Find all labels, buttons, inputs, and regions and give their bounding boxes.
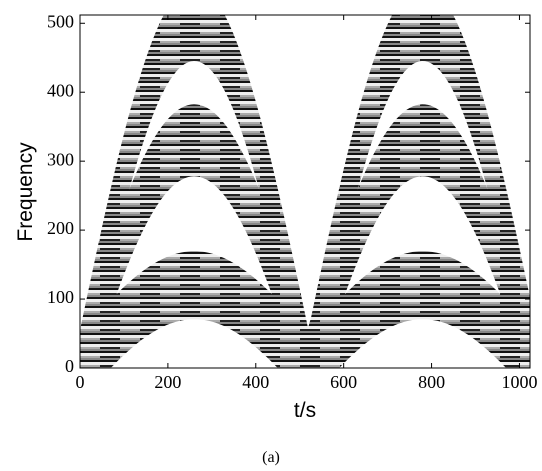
- x-tick-label: 800: [418, 372, 445, 392]
- y-tick-label: 100: [47, 287, 74, 307]
- y-axis-label: Frequency: [14, 142, 37, 242]
- x-tick-label: 600: [330, 372, 357, 392]
- band: [80, 251, 530, 368]
- y-tick-label: 200: [47, 218, 74, 238]
- plot-frame: [79, 14, 531, 369]
- x-tick-label: 0: [76, 372, 85, 392]
- image-texture: [80, 15, 530, 368]
- x-tick-label: 200: [154, 372, 181, 392]
- y-tick-label: 300: [47, 149, 74, 169]
- y-tick-label: 0: [65, 356, 74, 376]
- caption: (a): [262, 449, 280, 466]
- y-tick-label: 500: [47, 11, 74, 31]
- y-tick-label: 400: [47, 80, 74, 100]
- x-tick-label: 400: [242, 372, 269, 392]
- x-tick-label: 1000: [501, 372, 537, 392]
- x-axis-label: t/s: [294, 399, 316, 422]
- band: [80, 104, 530, 368]
